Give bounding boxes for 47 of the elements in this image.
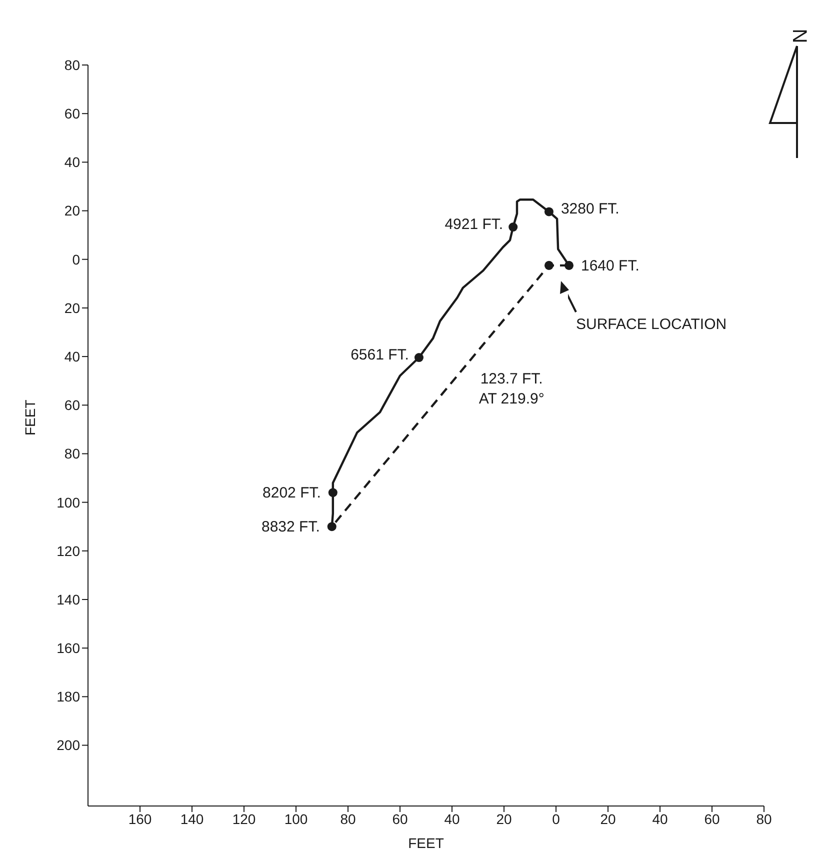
annotation: 123.7 FT. bbox=[480, 370, 543, 388]
y-tick-label: 180 bbox=[56, 688, 80, 705]
y-tick-label: 160 bbox=[56, 640, 80, 656]
y-tick-label: 20 bbox=[64, 202, 80, 219]
annotation: 8832 FT. bbox=[262, 518, 320, 536]
y-tick-label: 40 bbox=[64, 154, 80, 170]
x-tick-label: 80 bbox=[340, 810, 356, 827]
y-tick-label: 60 bbox=[64, 397, 80, 414]
y-tick-label: 100 bbox=[56, 494, 80, 510]
point bbox=[544, 260, 554, 270]
x-axis-title: FEET bbox=[408, 835, 444, 851]
x-tick-label: 140 bbox=[180, 810, 204, 827]
x-tick-label: 120 bbox=[232, 810, 256, 827]
x-tick-label: 40 bbox=[444, 810, 460, 827]
y-tick-label: 80 bbox=[64, 446, 80, 462]
annotation: AT 219.9° bbox=[478, 390, 544, 408]
y-axis-title: FEET bbox=[22, 399, 38, 436]
y-tick-label: 140 bbox=[56, 591, 80, 608]
x-tick-label: 0 bbox=[552, 810, 560, 827]
annotation: 3280 FT. bbox=[560, 200, 620, 218]
text: N bbox=[788, 28, 810, 44]
point bbox=[328, 488, 338, 498]
y-tick-label: 40 bbox=[64, 348, 80, 365]
x-tick-label: 40 bbox=[652, 810, 668, 827]
point bbox=[508, 222, 518, 232]
x-tick-label: 80 bbox=[756, 810, 772, 827]
point bbox=[327, 522, 336, 532]
annotation: 1640 FT. bbox=[581, 257, 640, 274]
x-tick-label: 160 bbox=[128, 810, 152, 827]
annotation: SURFACE LOCATION bbox=[576, 316, 727, 333]
y-tick-label: 200 bbox=[56, 737, 80, 754]
annotation: 6561 FT. bbox=[350, 346, 409, 364]
annotation: 4921 FT. bbox=[444, 216, 504, 234]
point bbox=[414, 353, 424, 362]
annotation: 8202 FT. bbox=[262, 484, 321, 502]
x-tick-label: 60 bbox=[392, 810, 408, 827]
y-tick-label: 60 bbox=[64, 106, 80, 122]
y-tick-label: 80 bbox=[64, 56, 80, 73]
point bbox=[544, 207, 554, 216]
x-tick-label: 20 bbox=[496, 810, 512, 827]
x-tick-label: 20 bbox=[600, 810, 616, 827]
x-tick-label: 100 bbox=[284, 810, 308, 827]
y-tick-label: 120 bbox=[56, 542, 80, 559]
x-tick-label: 60 bbox=[704, 810, 720, 827]
y-tick-label: 0 bbox=[72, 251, 80, 268]
y-tick-label: 20 bbox=[64, 300, 80, 316]
point bbox=[564, 260, 574, 270]
